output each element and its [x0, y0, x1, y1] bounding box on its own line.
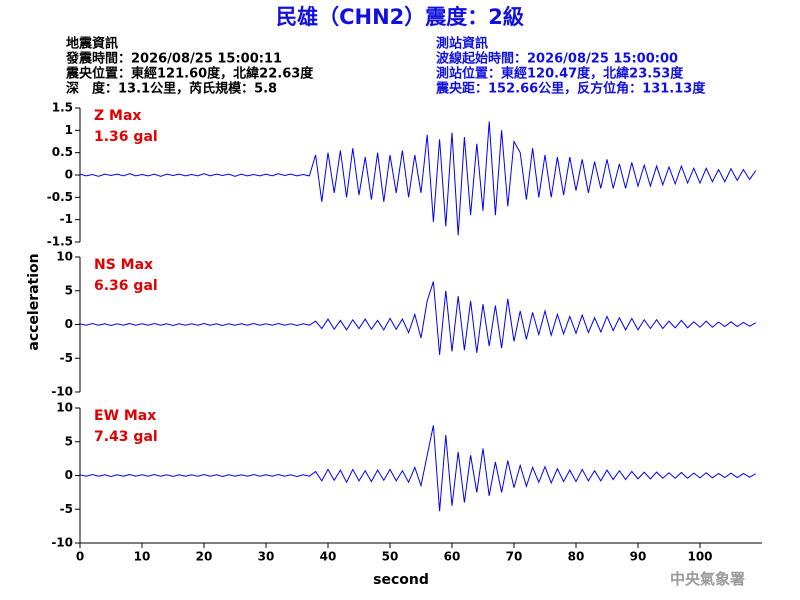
y-tick-label: 10: [56, 401, 73, 415]
y-tick-label: 0: [65, 468, 73, 482]
x-tick-label: 90: [630, 550, 647, 564]
x-tick-label: 100: [687, 550, 712, 564]
info-right: 測站位置：東經120.47度，北緯23.53度: [436, 66, 684, 82]
waveform: [79, 281, 757, 355]
x-tick-label: 10: [134, 550, 151, 564]
x-axis-label: second: [373, 572, 429, 588]
y-tick-label: -1.5: [47, 235, 73, 249]
chart-title: 民雄（CHN2）震度：2級: [276, 5, 524, 29]
info-right: 波線起始時間：2026/08/25 15:00:00: [436, 51, 678, 67]
y-tick-label: -5: [60, 502, 73, 516]
y-tick-label: -5: [60, 351, 73, 365]
info-right: 震央距：152.66公里，反方位角：131.13度: [435, 81, 706, 97]
y-tick-label: -1: [60, 212, 73, 226]
x-tick-label: 70: [506, 550, 523, 564]
info-left: 震央位置：東經121.60度，北緯22.63度: [65, 66, 314, 82]
y-tick-label: 0: [65, 317, 73, 331]
annotation: 6.36 gal: [94, 278, 158, 294]
y-tick-label: 10: [56, 250, 73, 264]
info-left: 發震時間：2026/08/25 15:00:11: [65, 51, 282, 67]
waveform: [79, 425, 757, 512]
x-tick-label: 50: [382, 550, 399, 564]
annotation: 7.43 gal: [94, 429, 158, 445]
footer: 中央氣象署: [670, 570, 745, 588]
y-tick-label: 1: [65, 123, 73, 137]
annotation: 1.36 gal: [94, 129, 158, 145]
x-tick-label: 40: [320, 550, 337, 564]
y-tick-label: -10: [51, 536, 73, 550]
y-axis-label: acceleration: [26, 253, 42, 350]
x-tick-label: 30: [258, 550, 275, 564]
annotation: Z Max: [94, 108, 141, 124]
y-tick-label: 1.5: [52, 101, 73, 115]
x-tick-label: 20: [196, 550, 213, 564]
annotation: NS Max: [94, 257, 153, 273]
info-right: 測站資訊: [436, 36, 488, 52]
info-left: 地震資訊: [66, 36, 118, 52]
y-tick-label: 0.5: [52, 145, 73, 159]
info-left: 深 度：13.1公里，芮氏規模：5.8: [66, 81, 277, 97]
y-tick-label: -10: [51, 385, 73, 399]
waveform: [79, 121, 757, 236]
y-tick-label: -0.5: [47, 190, 73, 204]
y-tick-label: 5: [65, 434, 73, 448]
y-tick-label: 0: [65, 168, 73, 182]
annotation: EW Max: [94, 408, 156, 424]
y-tick-label: 5: [65, 283, 73, 297]
x-tick-label: 80: [568, 550, 585, 564]
x-tick-label: 60: [444, 550, 461, 564]
x-tick-label: 0: [76, 550, 84, 564]
